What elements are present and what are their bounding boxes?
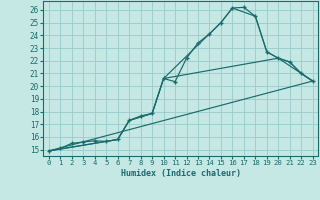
X-axis label: Humidex (Indice chaleur): Humidex (Indice chaleur) <box>121 169 241 178</box>
